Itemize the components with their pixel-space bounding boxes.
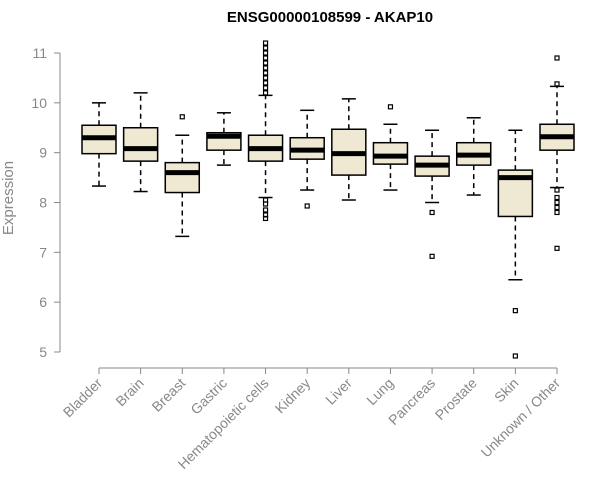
x-tick-label: Kidney: [272, 375, 314, 417]
x-tick-label: Lung: [363, 375, 396, 408]
outlier-point: [262, 85, 269, 91]
x-tick-label: Unknown / Other: [478, 375, 564, 461]
y-tick-label: 8: [39, 195, 47, 211]
outlier-point: [262, 207, 269, 213]
box-lung: [372, 104, 409, 191]
box-prostate: [455, 117, 492, 196]
x-tick-label: Liver: [322, 375, 355, 408]
outlier-point: [554, 199, 560, 206]
x-tick-label: Breast: [148, 375, 188, 415]
box-breast: [164, 114, 201, 238]
outlier-point: [387, 104, 394, 110]
outlier-point: [554, 187, 560, 193]
box-kidney: [289, 109, 325, 209]
outlier-point: [262, 212, 269, 218]
y-tick-label: 7: [39, 244, 47, 260]
outlier-point: [512, 353, 518, 359]
outlier-point: [262, 65, 269, 71]
outlier-point: [262, 197, 269, 203]
outlier-point: [512, 308, 518, 314]
iqr-box: [122, 127, 159, 162]
x-tick-label: Prostate: [432, 375, 480, 423]
outlier-point: [262, 55, 269, 61]
box-pancreas: [414, 129, 450, 259]
iqr-box: [164, 161, 201, 194]
outlier-point: [262, 45, 269, 51]
x-tick-label: Brain: [112, 375, 146, 409]
box-liver: [331, 98, 367, 201]
outlier-point: [304, 203, 310, 209]
box-unknown-other: [539, 55, 575, 251]
x-tick-label: Skin: [491, 375, 522, 406]
y-tick-label: 5: [39, 344, 47, 360]
box-skin: [497, 129, 534, 359]
outlier-point: [179, 114, 185, 120]
outlier-point: [262, 70, 269, 76]
outlier-point: [262, 90, 269, 96]
box-bladder: [81, 102, 117, 187]
y-axis-label: Expression: [0, 161, 17, 235]
y-tick-label: 10: [31, 95, 47, 111]
outlier-point: [429, 209, 435, 216]
y-tick-label: 9: [39, 145, 47, 161]
box-gastric: [206, 112, 242, 166]
outlier-point: [262, 40, 269, 46]
outlier-point: [554, 194, 560, 201]
outlier-point: [554, 55, 560, 61]
y-tick-label: 11: [32, 45, 47, 61]
iqr-box: [372, 141, 409, 165]
outlier-point: [262, 80, 269, 86]
y-tick-label: 6: [39, 294, 47, 310]
outlier-point: [429, 253, 435, 259]
chart-title: ENSG00000108599 - AKAP10: [227, 9, 433, 26]
outlier-point: [554, 81, 560, 87]
boxes-group: [81, 40, 575, 359]
box-hematopoietic-cells: [247, 40, 284, 222]
outlier-point: [262, 60, 269, 66]
outlier-point: [262, 75, 269, 81]
x-tick-label: Bladder: [60, 375, 106, 421]
outlier-point: [554, 209, 560, 216]
outlier-point: [554, 204, 560, 211]
y-axis: 5 6 7 8 9 10 11: [31, 45, 61, 360]
outlier-point: [262, 50, 269, 56]
box-brain: [122, 92, 159, 193]
outlier-point: [554, 245, 560, 251]
